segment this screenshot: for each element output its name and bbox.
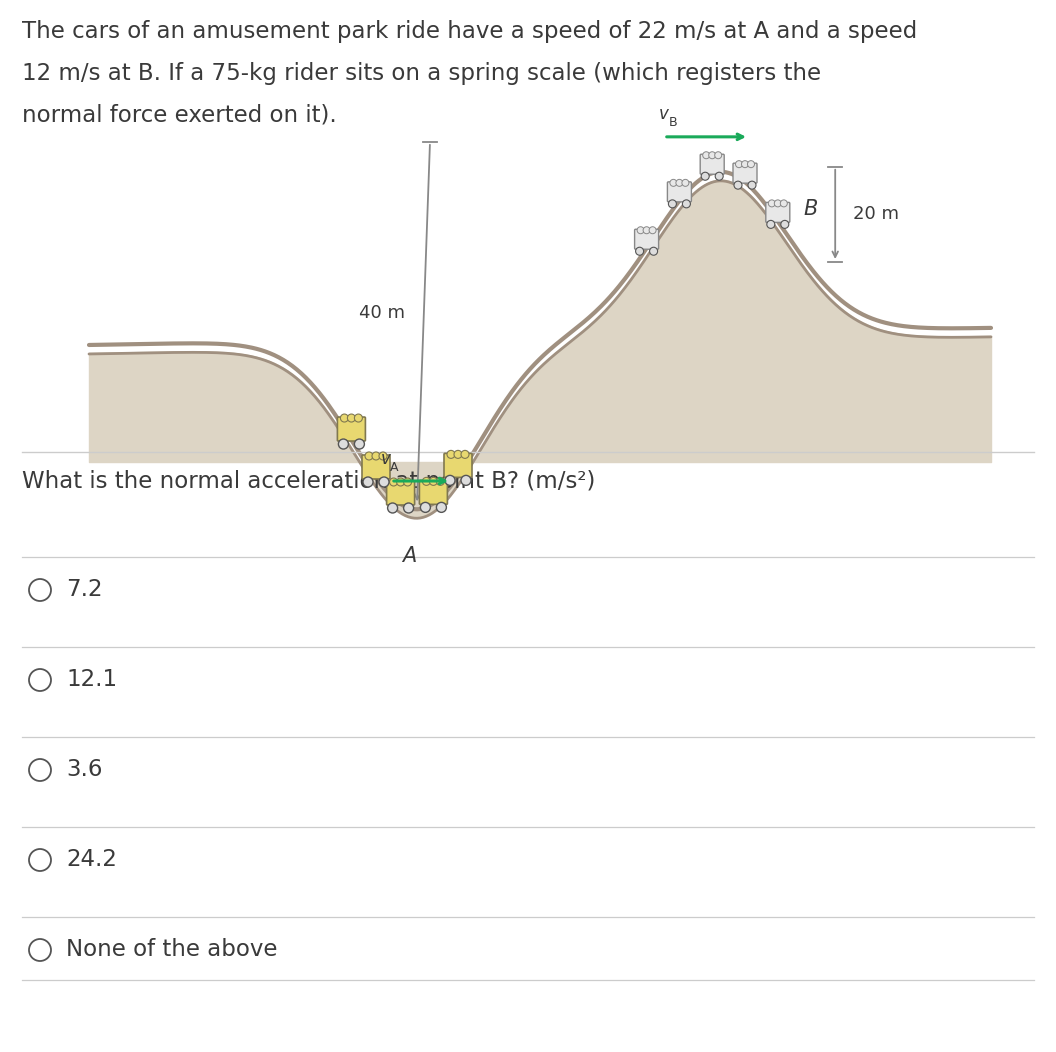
- FancyBboxPatch shape: [667, 182, 692, 202]
- Circle shape: [715, 151, 721, 159]
- Circle shape: [355, 414, 362, 422]
- Circle shape: [445, 476, 455, 485]
- Circle shape: [682, 179, 689, 186]
- Circle shape: [715, 173, 723, 180]
- Circle shape: [347, 414, 356, 422]
- Text: 24.2: 24.2: [65, 849, 117, 871]
- Circle shape: [780, 200, 788, 207]
- Circle shape: [420, 503, 431, 512]
- Circle shape: [709, 151, 716, 159]
- Circle shape: [682, 200, 691, 208]
- Text: 40 m: 40 m: [359, 304, 406, 322]
- Text: B: B: [668, 116, 678, 128]
- Text: v: v: [381, 450, 391, 468]
- Circle shape: [461, 450, 469, 459]
- FancyBboxPatch shape: [444, 453, 472, 478]
- Circle shape: [372, 452, 380, 460]
- Text: v: v: [659, 105, 668, 123]
- Text: B: B: [804, 199, 818, 219]
- Circle shape: [649, 247, 658, 256]
- Circle shape: [403, 503, 414, 513]
- Circle shape: [390, 478, 398, 486]
- Circle shape: [748, 181, 756, 189]
- Circle shape: [436, 503, 447, 512]
- Text: 12.1: 12.1: [65, 668, 117, 691]
- FancyBboxPatch shape: [700, 155, 724, 175]
- Text: normal force exerted on it).: normal force exerted on it).: [22, 104, 337, 127]
- Circle shape: [379, 452, 386, 460]
- Circle shape: [670, 179, 677, 186]
- Circle shape: [649, 227, 656, 234]
- Circle shape: [388, 503, 398, 513]
- Text: A: A: [390, 461, 398, 474]
- Circle shape: [365, 452, 373, 460]
- Text: 12 m/s at B. If a 75-kg rider sits on a spring scale (which registers the: 12 m/s at B. If a 75-kg rider sits on a …: [22, 62, 822, 85]
- FancyBboxPatch shape: [338, 417, 365, 441]
- FancyBboxPatch shape: [766, 202, 790, 222]
- Circle shape: [702, 151, 710, 159]
- Circle shape: [748, 161, 754, 167]
- Circle shape: [637, 227, 644, 234]
- Circle shape: [643, 227, 650, 234]
- Circle shape: [769, 200, 775, 207]
- Text: 20 m: 20 m: [853, 205, 900, 223]
- Circle shape: [668, 200, 677, 208]
- Text: What is the normal acceleration at point B? (m/s²): What is the normal acceleration at point…: [22, 470, 596, 493]
- Circle shape: [454, 450, 463, 459]
- Circle shape: [636, 247, 643, 256]
- FancyBboxPatch shape: [386, 481, 415, 505]
- Text: 3.6: 3.6: [65, 758, 102, 782]
- Circle shape: [403, 478, 412, 486]
- FancyBboxPatch shape: [362, 454, 390, 479]
- Circle shape: [422, 478, 431, 485]
- Circle shape: [780, 220, 789, 228]
- Circle shape: [774, 200, 781, 207]
- Circle shape: [379, 477, 389, 487]
- Circle shape: [461, 476, 471, 485]
- Circle shape: [701, 173, 710, 180]
- Circle shape: [436, 478, 445, 485]
- Circle shape: [363, 477, 373, 487]
- Circle shape: [735, 161, 742, 167]
- Text: A: A: [401, 546, 416, 566]
- Text: None of the above: None of the above: [65, 938, 278, 962]
- FancyBboxPatch shape: [733, 163, 757, 183]
- Text: The cars of an amusement park ride have a speed of 22 m/s at A and a speed: The cars of an amusement park ride have …: [22, 20, 918, 43]
- FancyBboxPatch shape: [419, 481, 448, 504]
- Circle shape: [447, 450, 455, 459]
- FancyBboxPatch shape: [635, 229, 659, 249]
- Circle shape: [340, 414, 348, 422]
- Circle shape: [430, 478, 437, 485]
- Circle shape: [355, 439, 364, 449]
- Circle shape: [741, 161, 749, 167]
- Circle shape: [338, 439, 348, 449]
- Circle shape: [734, 181, 742, 189]
- Circle shape: [767, 220, 775, 228]
- Circle shape: [676, 179, 683, 186]
- Text: 7.2: 7.2: [65, 579, 102, 602]
- Circle shape: [397, 478, 404, 486]
